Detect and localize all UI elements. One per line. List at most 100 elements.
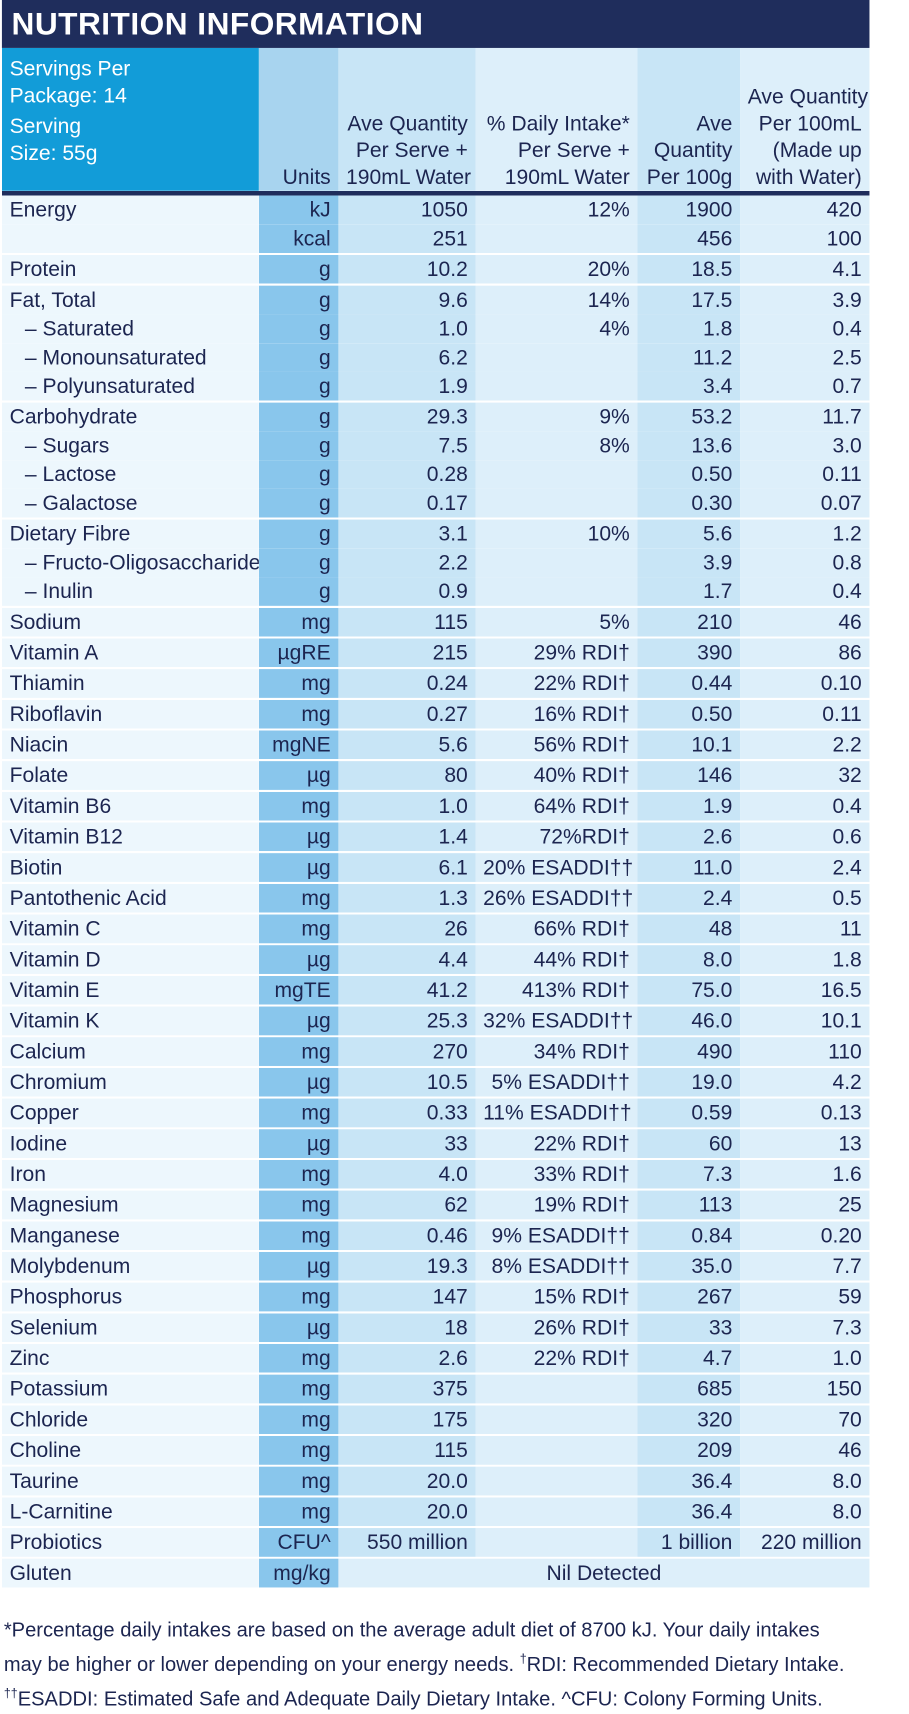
cell-di: 32% ESADDI†† (475, 1004, 638, 1037)
cell-name: Riboflavin (1, 697, 259, 730)
serving-size-line2: Size: 55g (9, 140, 98, 165)
cell-per100g: 48 (637, 912, 741, 945)
cell-per100ml: 25 (740, 1188, 870, 1221)
cell-name: Chloride (1, 1403, 259, 1436)
cell-per100ml: 59 (740, 1280, 870, 1313)
cell-di: 33% RDI† (475, 1158, 638, 1190)
cell-di: 44% RDI† (475, 943, 638, 975)
header-divider (1, 190, 870, 196)
cell-per100g: 35.0 (637, 1250, 741, 1282)
per-serve-header: Ave Quantity Per Serve + 190mL Water (338, 47, 476, 191)
cell-di: 5% (475, 605, 638, 638)
cell-name: – Sugars (1, 431, 259, 461)
cell-name: Fat, Total (1, 283, 259, 315)
cell-per100ml: 3.9 (740, 283, 870, 315)
cell-serve: 2.2 (338, 548, 476, 578)
cell-serve: 0.27 (338, 697, 476, 730)
servings-line2: Package: 14 (9, 83, 127, 108)
cell-serve: 6.1 (338, 851, 476, 883)
cell-di: 72%RDI† (475, 820, 638, 853)
cell-di (475, 1372, 638, 1405)
nutrient-row: – Saturated g 1.0 4% 1.8 0.4 (1, 314, 870, 344)
cell-serve: 147 (338, 1280, 476, 1313)
cell-per100g: 36.4 (637, 1464, 741, 1497)
cell-di: 15% RDI† (475, 1280, 638, 1313)
cell-di: 66% RDI† (475, 912, 638, 945)
cell-di: 26% RDI† (475, 1311, 638, 1344)
cell-di (475, 548, 638, 578)
cell-per100g: 0.84 (637, 1219, 741, 1251)
cell-name: Vitamin K (1, 1004, 259, 1037)
cell-unit: kJ (258, 195, 339, 225)
cell-name: Molybdenum (1, 1250, 259, 1282)
cell-unit: mg (258, 881, 339, 914)
cell-name: Dietary Fibre (1, 517, 259, 549)
nutrient-row: Selenium µg 18 26% RDI† 33 7.3 (1, 1311, 870, 1344)
cell-unit: mgNE (258, 728, 339, 761)
per-100g-line2: Quantity (653, 138, 733, 163)
nutrient-row: Magnesium mg 62 19% RDI† 113 25 (1, 1188, 870, 1221)
daily-intake-line2: Per Serve + (517, 138, 630, 163)
footnote-line1: *Percentage daily intakes are based on t… (3, 1619, 820, 1642)
rdi-definition: RDI: Recommended Dietary Intake. (526, 1653, 845, 1676)
cell-serve: 62 (338, 1188, 476, 1221)
cell-serve: 115 (338, 605, 476, 638)
cell-per100g: 210 (637, 605, 741, 638)
cell-per100g: 2.6 (637, 820, 741, 853)
cell-serve: 33 (338, 1127, 476, 1159)
cell-unit: g (258, 460, 339, 489)
nutrient-row: Iron mg 4.0 33% RDI† 7.3 1.6 (1, 1158, 870, 1190)
cell-per100g: 10.1 (637, 728, 741, 761)
cell-name: Biotin (1, 851, 259, 883)
nutrient-row: Thiamin mg 0.24 22% RDI† 0.44 0.10 (1, 667, 870, 699)
cell-per100g: 1.9 (637, 789, 741, 822)
cell-unit: mg (258, 697, 339, 730)
cell-unit: CFU^ (258, 1526, 339, 1558)
cell-unit: g (258, 577, 339, 607)
cell-per100g: 3.4 (637, 371, 741, 402)
cell-serve: 4.0 (338, 1158, 476, 1190)
nutrient-row: Choline mg 115 209 46 (1, 1434, 870, 1466)
cell-serve: 25.3 (338, 1004, 476, 1037)
cell-name: Vitamin B6 (1, 789, 259, 822)
units-header: Units (258, 47, 339, 191)
cell-per100ml: 7.7 (740, 1250, 870, 1282)
nutrient-row: Calcium mg 270 34% RDI† 490 110 (1, 1035, 870, 1067)
cell-di (475, 488, 638, 519)
cell-name: Gluten (1, 1556, 259, 1588)
cell-di: 29% RDI† (475, 636, 638, 669)
nutrient-row: Molybdenum µg 19.3 8% ESADDI†† 35.0 7.7 (1, 1250, 870, 1282)
cell-unit: µg (258, 1311, 339, 1344)
cell-serve: 7.5 (338, 431, 476, 461)
cell-di (475, 1526, 638, 1558)
cell-di: 14% (475, 283, 638, 315)
cell-per100ml: 4.1 (740, 253, 870, 285)
cell-unit: mg (258, 1372, 339, 1405)
cell-serve: 0.46 (338, 1219, 476, 1251)
cell-unit: mg (258, 1495, 339, 1528)
cell-name: Vitamin D (1, 943, 259, 975)
cell-unit: g (258, 548, 339, 578)
cell-per100g: 18.5 (637, 253, 741, 285)
cell-unit: mg (258, 1035, 339, 1067)
cell-per100ml: 2.4 (740, 851, 870, 883)
cell-di (475, 577, 638, 607)
cell-serve: 115 (338, 1434, 476, 1466)
cell-serve: 26 (338, 912, 476, 945)
nutrient-row: Chromium µg 10.5 5% ESADDI†† 19.0 4.2 (1, 1065, 870, 1098)
cell-per100ml: 0.4 (740, 314, 870, 344)
nutrient-row: Iodine µg 33 22% RDI† 60 13 (1, 1127, 870, 1159)
cell-name: – Inulin (1, 577, 259, 607)
cell-serve: 175 (338, 1403, 476, 1436)
cell-per100ml: 0.4 (740, 789, 870, 822)
nutrient-row: Pantothenic Acid mg 1.3 26% ESADDI†† 2.4 0.5 (1, 881, 870, 914)
cell-per100g: 490 (637, 1035, 741, 1067)
cell-per100ml: 1.2 (740, 517, 870, 549)
cell-serve: 10.2 (338, 253, 476, 285)
cell-name: Selenium (1, 1311, 259, 1344)
cell-per100ml: 0.7 (740, 371, 870, 402)
cell-per100g: 456 (637, 224, 741, 255)
nutrient-row: kcal 251 456 100 (1, 224, 870, 255)
cell-per100ml: 0.8 (740, 548, 870, 578)
cell-name: Choline (1, 1434, 259, 1466)
